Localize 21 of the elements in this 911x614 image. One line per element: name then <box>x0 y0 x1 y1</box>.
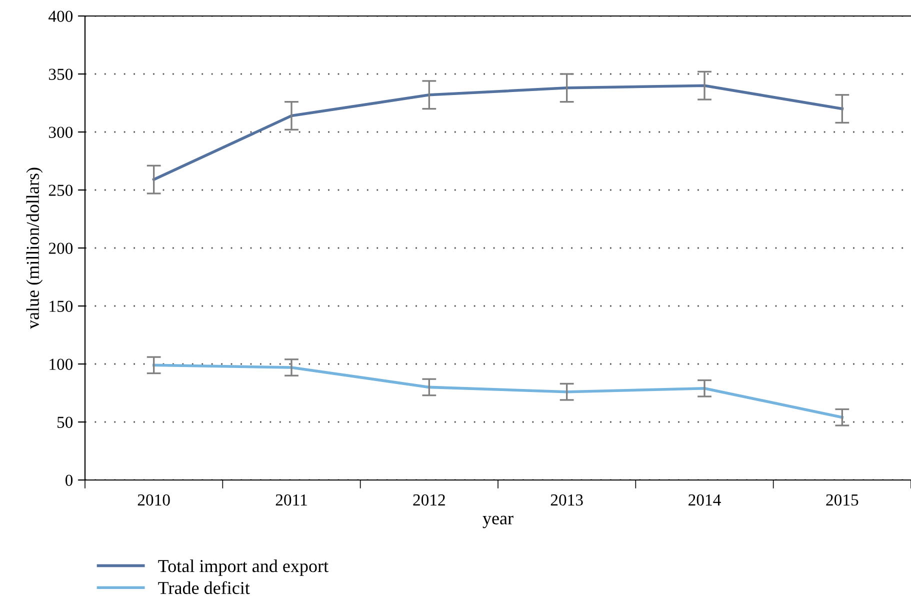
x-tick-label: 2010 <box>138 494 170 506</box>
x-tick-label: 2014 <box>688 494 721 506</box>
y-axis-title: value (million/dollars) <box>26 168 43 329</box>
y-tick-label: 350 <box>48 68 73 80</box>
line-series <box>152 84 844 181</box>
y-tick-label: 150 <box>50 300 73 312</box>
x-tick-label: 2011 <box>276 494 307 506</box>
line-series <box>152 364 844 419</box>
legend-label: Trade deficit <box>158 581 250 594</box>
x-tick-label: 2015 <box>826 494 858 506</box>
x-axis-title: year <box>482 516 514 528</box>
x-tick-label: 2012 <box>413 494 445 506</box>
y-tick-label: 300 <box>48 126 73 138</box>
y-tick-label: 200 <box>48 242 73 254</box>
y-tick-label: 50 <box>57 416 73 428</box>
y-tick-label: 250 <box>48 184 73 196</box>
y-tick-label: 400 <box>48 10 73 22</box>
x-tick-label: 2013 <box>550 494 583 506</box>
y-tick-label: 100 <box>50 358 73 370</box>
y-tick-label: 0 <box>65 474 73 486</box>
legend-label: Total import and export <box>158 559 328 576</box>
